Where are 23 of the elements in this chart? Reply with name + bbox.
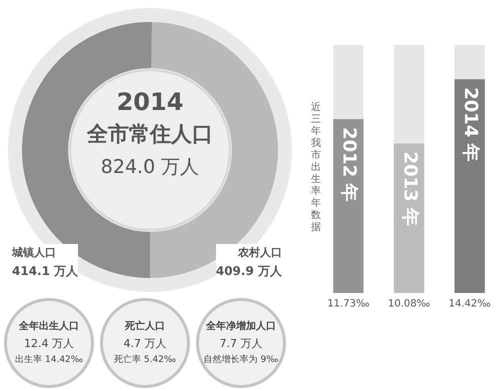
x-tick-label: 2013 年 [399, 152, 420, 226]
data-label: 10.08‰ [388, 298, 430, 310]
text: 出生率 14.42‰ [15, 354, 83, 366]
text: 全市常住人口 [86, 121, 214, 148]
text: 全年出生人口 [19, 320, 79, 334]
data-label: 414.1 万人 [12, 263, 78, 280]
text: 824.0 万人 [100, 155, 200, 180]
slice-label: 城镇人口 [12, 245, 57, 261]
text: 7.7 万人 [220, 336, 262, 352]
text: 12.4 万人 [24, 336, 74, 352]
x-tick-label: 2014 年 [460, 87, 481, 162]
slice-label: 农村人口 [237, 245, 282, 261]
x-tick-label: 2012 年 [338, 127, 360, 202]
text: 自然增长率为 9‰ [204, 354, 278, 366]
data-label: 409.9 万人 [216, 263, 282, 280]
text: 4.7 万人 [124, 336, 166, 352]
text: 死亡人口 [125, 319, 165, 334]
data-label: 14.42‰ [448, 298, 491, 310]
text: 死亡率 5.42‰ [114, 354, 176, 366]
text: 2014 [116, 88, 184, 116]
text: 全年净增加人口 [206, 320, 276, 334]
chart-title: 近三年我市出生率年数据 [311, 102, 321, 233]
data-label: 11.73‰ [327, 298, 370, 310]
